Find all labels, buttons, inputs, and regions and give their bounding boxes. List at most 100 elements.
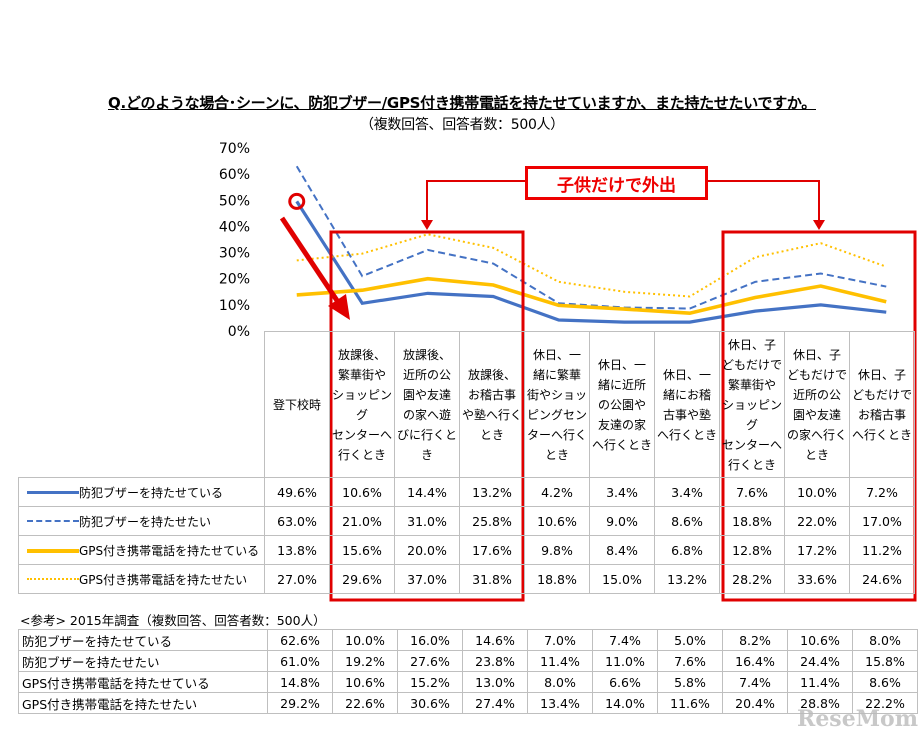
data-label: 7.6% [719, 477, 785, 507]
category-label: 休日、一 緒に繁華 街やショッ ピングセン ターへ行く とき [524, 331, 590, 478]
category-label: 休日、子 どもだけで お稽古事 へ行くとき [849, 331, 915, 478]
category-label-line: 休日、子 [727, 337, 776, 352]
reference-value: 27.4% [462, 692, 528, 714]
y-tick-label: 20% [219, 272, 250, 288]
data-label: 10.6% [524, 506, 590, 536]
chart-subtitle: （複数回答、回答者数：500人） [360, 117, 564, 133]
reference-row: 防犯ブザーを持たせている 62.6% 10.0% 16.0% 14.6% 7.0% 7.4%… [18, 629, 918, 651]
reference-value: 24.4% [787, 650, 853, 672]
data-label: 13.2% [459, 477, 525, 507]
reference-value: 10.6% [787, 629, 853, 651]
category-label-line: 街やショッ [526, 387, 587, 402]
category-label-line: 繁華街や [727, 377, 776, 392]
data-label: 11.2% [849, 535, 915, 565]
arrow-head [328, 294, 350, 320]
reference-value: 20.4% [722, 692, 788, 714]
legend-cell: 防犯ブザーを持たせたい [18, 506, 265, 536]
category-label: 放課後、 お稽古事 や塾へ行く とき [459, 331, 525, 478]
data-label: 49.6% [264, 477, 330, 507]
category-label-line: 園や友達 [792, 407, 841, 422]
callout-arrow-left [421, 220, 433, 230]
category-label-line: 休日、一 [532, 347, 581, 362]
category-label-line: 友達の家 [597, 417, 646, 432]
category-label-line: 繁華街や [337, 367, 386, 382]
resemom-logo: ReseMom [797, 706, 918, 732]
y-tick-label: 60% [219, 167, 250, 183]
data-label: 25.8% [459, 506, 525, 536]
data-label: 15.0% [589, 564, 655, 594]
reference-value: 10.0% [332, 629, 398, 651]
data-label: 12.8% [719, 535, 785, 565]
callout-arrow-right [813, 220, 825, 230]
legend-cell: GPS付き携帯電話を持たせている [18, 535, 265, 565]
category-label-line: とき [544, 447, 569, 462]
reference-value: 22.6% [332, 692, 398, 714]
reference-value: 8.6% [852, 671, 918, 693]
reference-value: 16.0% [397, 629, 463, 651]
chart-title: Q.どのような場合･シーンに、防犯ブザー/GPS付き携帯電話を持たせていますか、… [108, 94, 816, 112]
reference-value: 5.8% [657, 671, 723, 693]
reference-value: 14.0% [592, 692, 658, 714]
category-label-line: 近所の公 [792, 387, 841, 402]
highlight-circle [288, 192, 306, 210]
category-label-line: 近所の公 [402, 367, 451, 382]
reference-value: 7.4% [722, 671, 788, 693]
category-label-line: センターへ [721, 437, 782, 452]
table-corner [18, 331, 265, 478]
data-label: 17.6% [459, 535, 525, 565]
callout-connector-left [426, 180, 525, 222]
legend-line-swatch [27, 578, 79, 580]
category-label-line: 行くとき [337, 447, 386, 462]
data-label: 3.4% [654, 477, 720, 507]
category-label-line: ショッピング [331, 387, 392, 422]
reference-title: <参考> 2015年調査（複数回答、回答者数：500人） [20, 613, 326, 628]
reference-value: 5.0% [657, 629, 723, 651]
category-label-line: 放課後、 [467, 367, 516, 382]
category-label: 放課後、 近所の公 園や友達 の家へ遊 びに行くとき [394, 331, 460, 478]
category-label-line: き [420, 447, 433, 462]
data-label: 37.0% [394, 564, 460, 594]
data-label: 21.0% [329, 506, 395, 536]
data-label: 13.8% [264, 535, 330, 565]
data-label: 8.6% [654, 506, 720, 536]
data-label: 9.0% [589, 506, 655, 536]
data-label: 13.2% [654, 564, 720, 594]
data-label: 15.6% [329, 535, 395, 565]
reference-value: 14.8% [267, 671, 333, 693]
category-label-line: びに行くと [396, 427, 457, 442]
category-label-line: センターへ [331, 427, 392, 442]
series-line-2 [296, 276, 887, 316]
data-label: 33.6% [784, 564, 850, 594]
data-label: 20.0% [394, 535, 460, 565]
category-label: 放課後、繁華街やショッピングセンターへ行くとき [329, 331, 395, 478]
reference-value: 15.2% [397, 671, 463, 693]
category-label-line: 古事や塾 [662, 407, 711, 422]
category-label-line: 緒に繁華 [532, 367, 581, 382]
data-label: 31.8% [459, 564, 525, 594]
reference-value: 28.8% [787, 692, 853, 714]
category-label: 休日、一 緒にお稽 古事や塾 へ行くとき [654, 331, 720, 478]
series-line-3 [296, 233, 887, 298]
reference-row-label: GPS付き携帯電話を持たせたい [18, 692, 268, 714]
reference-row: GPS付き携帯電話を持たせている 14.8% 10.6% 15.2% 13.0% 8.0%… [18, 671, 918, 693]
series-line-0 [295, 200, 887, 324]
category-label-line: 行くとき [727, 457, 776, 472]
category-label-line: や塾へ行く [461, 407, 522, 422]
data-label: 8.4% [589, 535, 655, 565]
reference-value: 11.6% [657, 692, 723, 714]
category-label-line: 園や友達 [402, 387, 451, 402]
data-label: 7.2% [849, 477, 915, 507]
legend-label: GPS付き携帯電話を持たせたい [79, 573, 248, 587]
category-label: 休日、子 どもだけで 近所の公 園や友達 の家へ行く とき [784, 331, 850, 478]
category-label-line: 放課後、 [337, 347, 386, 362]
reference-value: 7.4% [592, 629, 658, 651]
category-label-line: お稽古事 [857, 407, 906, 422]
reference-row-label: 防犯ブザーを持たせたい [18, 650, 268, 672]
reference-value: 16.4% [722, 650, 788, 672]
data-label: 27.0% [264, 564, 330, 594]
reference-value: 8.2% [722, 629, 788, 651]
legend-line-swatch [27, 520, 79, 522]
data-table: 登下校時 放課後、 繁華街や ショッピング センターへ 行くとき 放課後、 近所の公 園や友達の… [18, 331, 915, 594]
data-label: 18.8% [524, 564, 590, 594]
